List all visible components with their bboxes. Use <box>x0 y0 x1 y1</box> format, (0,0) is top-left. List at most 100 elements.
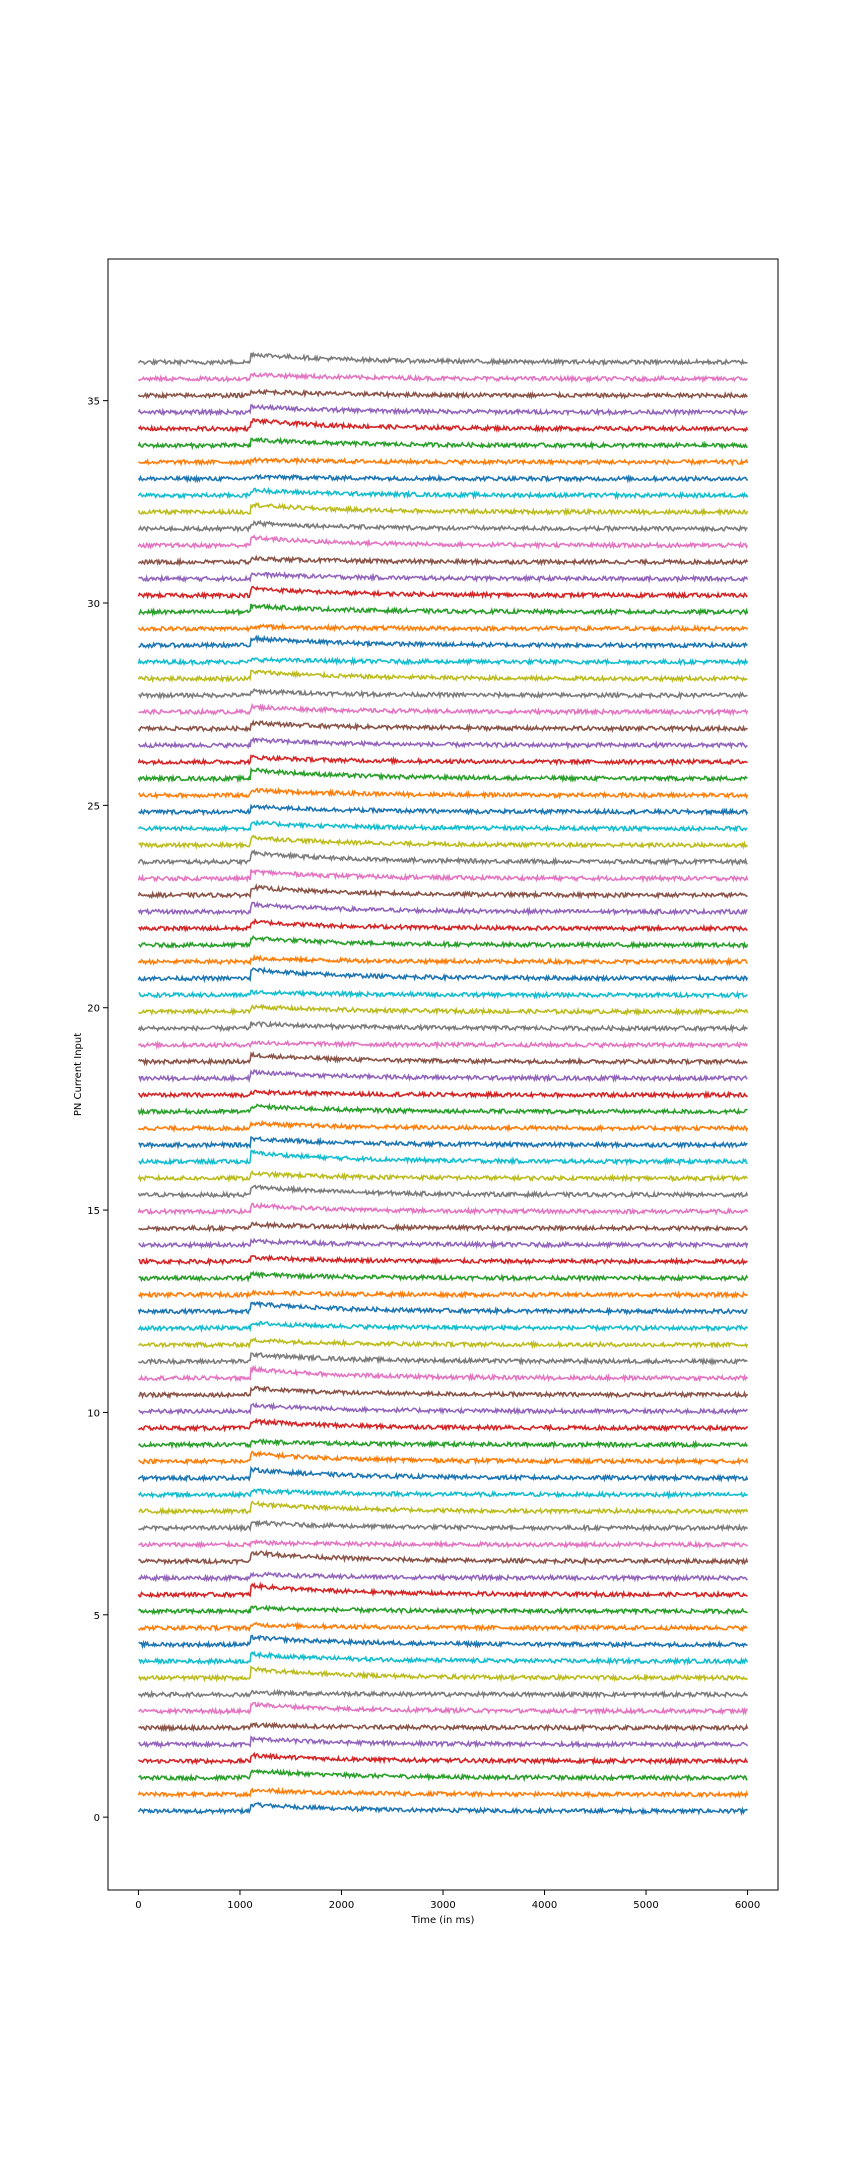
series-line-52 <box>138 934 749 950</box>
series-line-64 <box>137 736 748 750</box>
series-line-54 <box>137 900 748 917</box>
series-line-4 <box>138 1735 749 1749</box>
series-line-84 <box>137 403 748 418</box>
series-line-71 <box>137 622 749 633</box>
y-tick-label: 25 <box>87 801 100 812</box>
series-line-28 <box>137 1336 749 1350</box>
series-line-40 <box>138 1135 748 1150</box>
series-line-37 <box>137 1184 749 1199</box>
series-line-42 <box>137 1102 748 1117</box>
series-line-41 <box>137 1119 749 1133</box>
series-line-60 <box>138 803 749 817</box>
series-line-34 <box>138 1237 749 1250</box>
series-line-80 <box>137 473 749 484</box>
x-tick-label: 5000 <box>633 1900 658 1911</box>
series-line-11 <box>137 1620 748 1633</box>
series-line-57 <box>137 848 748 867</box>
x-tick-label: 4000 <box>532 1900 557 1911</box>
series-line-85 <box>137 388 748 400</box>
series-line-10 <box>138 1634 748 1650</box>
series-line-13 <box>137 1581 748 1600</box>
series-line-67 <box>137 687 748 701</box>
series-line-35 <box>138 1220 749 1233</box>
series-line-1 <box>137 1786 749 1800</box>
series-line-66 <box>138 702 749 717</box>
series-line-0 <box>137 1801 749 1816</box>
series-line-5 <box>138 1721 749 1733</box>
series-line-87 <box>137 351 748 367</box>
series-line-25 <box>138 1385 749 1400</box>
series-line-43 <box>137 1088 748 1100</box>
series-line-81 <box>137 456 749 467</box>
series-line-30 <box>137 1300 748 1317</box>
series-line-58 <box>138 834 749 850</box>
series-line-75 <box>137 554 749 567</box>
series-line-16 <box>138 1538 749 1550</box>
y-tick-label: 0 <box>94 1813 100 1824</box>
series-line-69 <box>137 656 749 667</box>
series-line-76 <box>137 534 749 550</box>
series-line-77 <box>137 519 748 534</box>
y-tick-label: 15 <box>87 1206 100 1217</box>
series-line-47 <box>137 1020 748 1034</box>
series-line-39 <box>138 1149 748 1167</box>
y-tick-label: 30 <box>87 599 100 610</box>
series-line-20 <box>137 1465 749 1483</box>
series-line-9 <box>138 1650 749 1666</box>
series-layer <box>137 351 749 1816</box>
x-tick-label: 3000 <box>430 1900 455 1911</box>
series-line-86 <box>137 371 748 384</box>
series-line-3 <box>137 1751 749 1766</box>
series-line-44 <box>138 1068 748 1084</box>
series-line-17 <box>138 1519 749 1533</box>
x-tick-label: 0 <box>135 1900 141 1911</box>
y-tick-label: 5 <box>94 1611 100 1622</box>
series-line-32 <box>138 1270 749 1283</box>
series-line-82 <box>137 436 748 451</box>
series-line-49 <box>138 988 748 1000</box>
x-tick-label: 1000 <box>227 1900 252 1911</box>
series-line-56 <box>137 869 749 884</box>
series-line-68 <box>137 669 748 684</box>
series-line-74 <box>138 570 749 584</box>
series-line-72 <box>138 603 749 618</box>
series-line-50 <box>137 966 749 984</box>
series-line-65 <box>137 719 748 734</box>
series-line-19 <box>137 1487 748 1500</box>
series-line-73 <box>137 585 749 600</box>
series-line-59 <box>137 819 748 834</box>
series-line-53 <box>138 917 748 933</box>
y-tick-label: 20 <box>87 1004 100 1015</box>
series-line-14 <box>137 1571 748 1583</box>
x-axis-ticks: 0 1000 2000 3000 4000 5000 6000 <box>135 1890 760 1911</box>
series-line-23 <box>137 1417 749 1433</box>
series-line-22 <box>137 1437 748 1450</box>
y-axis-ticks: 0 5 10 15 20 25 30 35 <box>87 397 108 1824</box>
x-tick-label: 2000 <box>329 1900 354 1911</box>
series-line-31 <box>137 1288 749 1300</box>
series-line-26 <box>137 1364 749 1383</box>
series-line-48 <box>137 1003 749 1017</box>
series-line-33 <box>138 1254 748 1267</box>
series-line-21 <box>138 1450 749 1466</box>
series-line-45 <box>137 1050 748 1067</box>
series-line-18 <box>138 1500 749 1517</box>
series-line-70 <box>138 634 748 650</box>
series-line-79 <box>137 486 749 501</box>
y-tick-label: 35 <box>87 397 100 408</box>
series-line-7 <box>137 1688 749 1700</box>
series-line-78 <box>137 501 749 517</box>
series-line-24 <box>138 1401 748 1416</box>
series-line-27 <box>137 1351 748 1367</box>
series-line-63 <box>137 754 748 767</box>
series-line-6 <box>137 1700 748 1716</box>
series-line-15 <box>137 1549 749 1567</box>
series-line-2 <box>138 1768 748 1783</box>
series-line-51 <box>137 953 749 967</box>
series-line-55 <box>137 883 748 900</box>
series-line-8 <box>137 1665 748 1683</box>
series-line-62 <box>137 766 748 784</box>
x-tick-label: 6000 <box>735 1900 760 1911</box>
